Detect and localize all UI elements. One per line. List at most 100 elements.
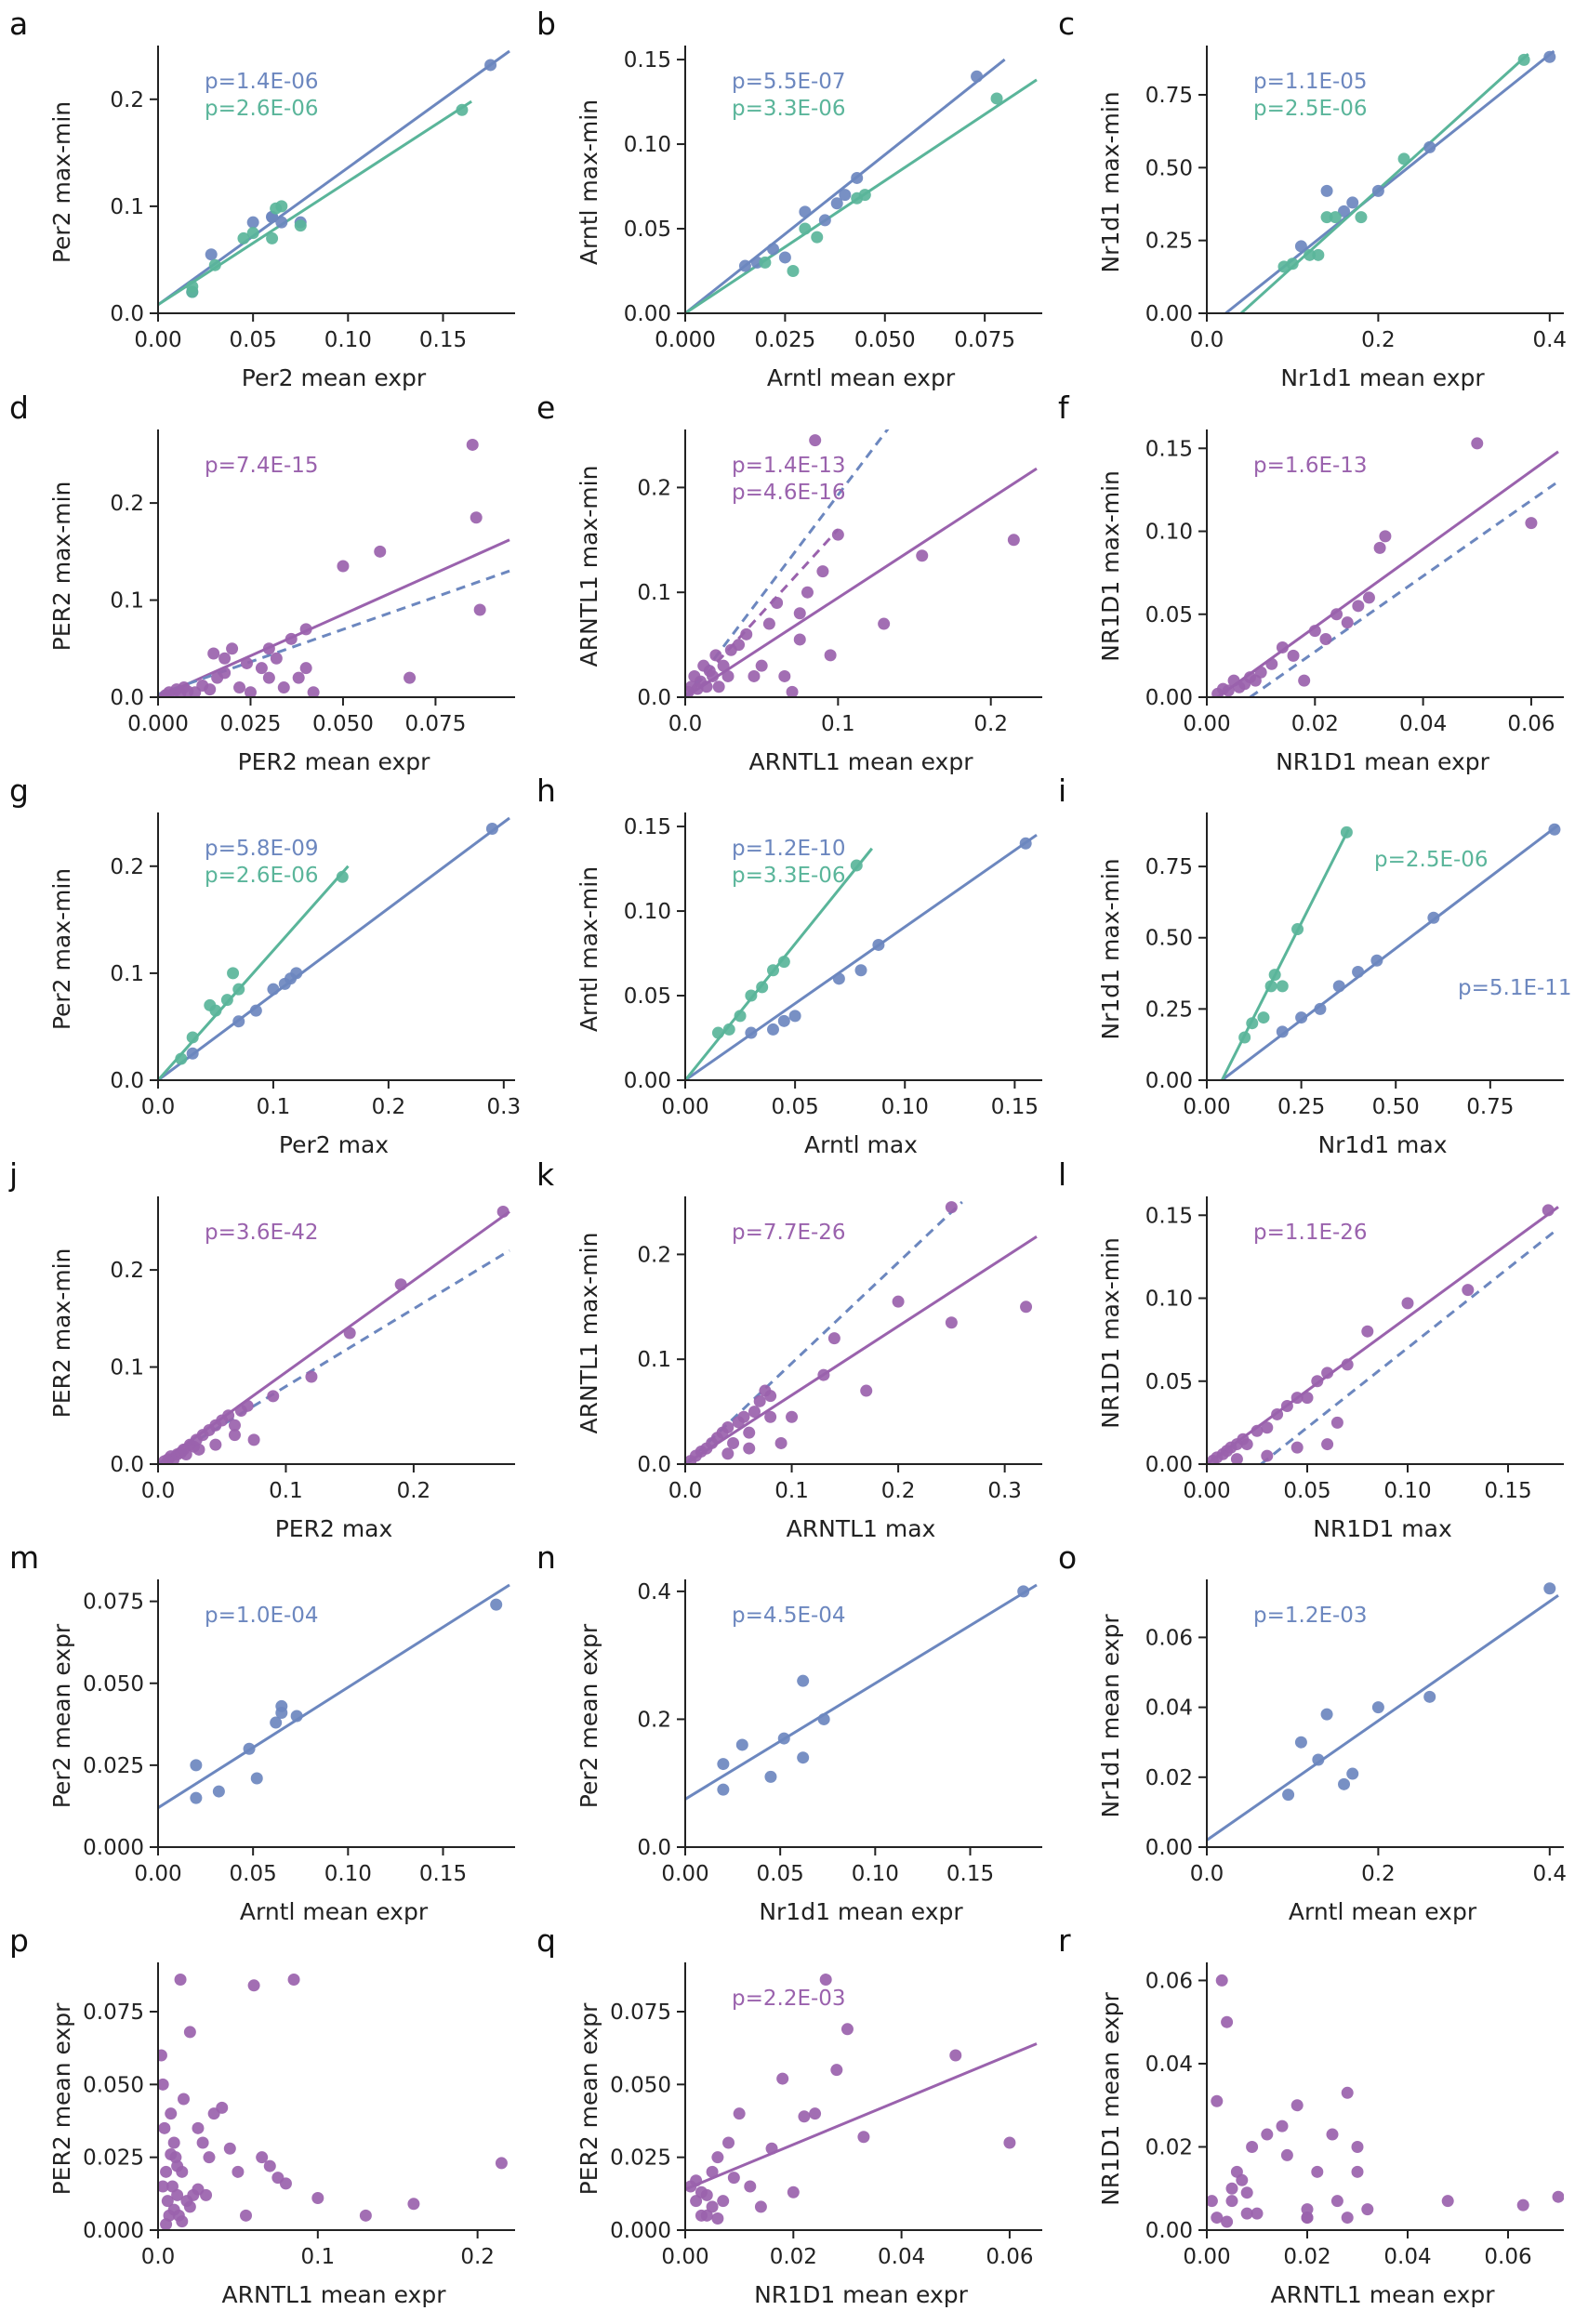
data-point-purple <box>727 2172 740 2185</box>
data-point-purple <box>706 2165 719 2178</box>
y-tick-label: 0.04 <box>1145 1697 1193 1721</box>
data-marks <box>158 438 510 697</box>
data-point-blue <box>767 1023 779 1036</box>
data-point-purple <box>216 2101 229 2114</box>
x-tick-label: 0.1 <box>257 1095 291 1119</box>
data-point-purple <box>1341 616 1354 629</box>
data-point-purple <box>744 2180 757 2193</box>
data-point-green <box>1355 211 1368 224</box>
data-point-blue <box>1332 980 1345 993</box>
x-axis-label: ARNTL1 max <box>787 1515 936 1542</box>
data-point-blue <box>485 823 498 836</box>
data-point-blue <box>1312 1753 1325 1766</box>
data-point-purple <box>1225 2182 1238 2195</box>
x-tick-label: 0.00 <box>661 1095 708 1119</box>
data-point-purple <box>1211 2094 1224 2107</box>
data-point-purple <box>827 1332 840 1345</box>
data-point-purple <box>1236 2173 1249 2186</box>
data-point-green <box>1320 211 1333 224</box>
data-point-purple <box>1516 2199 1529 2212</box>
data-point-purple <box>1246 2140 1259 2153</box>
data-point-green <box>1286 257 1299 271</box>
data-point-purple <box>192 2183 205 2196</box>
data-point-blue <box>190 1759 203 1772</box>
y-tick-label: 0.0 <box>637 686 671 710</box>
y-tick-label: 0.2 <box>637 476 671 500</box>
data-point-purple <box>241 1399 254 1412</box>
data-marks <box>1211 437 1559 697</box>
panel-q: q 0.00 0.02 0.04 0.06 0.000 0.025 0.050 0.075 NR1… <box>536 1922 1042 2308</box>
data-point-purple <box>1326 2128 1339 2141</box>
data-point-purple <box>305 1370 318 1383</box>
data-marks <box>1220 823 1561 1080</box>
x-tick-label: 0.000 <box>127 712 189 736</box>
x-tick-label: 0.75 <box>1466 1095 1514 1119</box>
y-axis-label: PER2 mean expr <box>576 2002 602 2196</box>
data-point-green <box>1329 211 1342 224</box>
y-tick-label: 0.04 <box>1145 2053 1193 2077</box>
p-value-label: p=4.5E-04 <box>732 1604 846 1628</box>
x-tick-label: 0.0 <box>668 1479 703 1503</box>
y-tick-label: 0.15 <box>1145 437 1193 461</box>
data-point-purple <box>228 1419 241 1432</box>
data-point-purple <box>1230 1453 1243 1464</box>
data-point-purple <box>285 632 298 645</box>
data-point-purple <box>263 2159 276 2172</box>
x-tick-label: 0.02 <box>1291 712 1339 736</box>
data-point-blue <box>1543 50 1556 63</box>
data-point-blue <box>249 1004 262 1017</box>
data-marks <box>685 833 1038 1080</box>
data-point-purple <box>267 1390 280 1403</box>
x-axis-label: Arntl mean expr <box>1289 1898 1477 1925</box>
panel-p: p 0.0 0.1 0.2 0.000 0.025 0.050 0.075 ARNTL1 mea… <box>9 1922 515 2308</box>
data-point-purple <box>690 2174 703 2187</box>
y-tick-label: 0.00 <box>1145 1069 1193 1093</box>
p-value-label: p=4.6E-16 <box>732 481 846 505</box>
data-point-blue <box>797 1674 810 1687</box>
y-tick-label: 0.1 <box>110 962 144 986</box>
data-point-purple <box>240 656 253 669</box>
data-point-purple <box>711 2151 724 2164</box>
data-point-blue <box>267 983 280 996</box>
data-point-purple <box>764 1410 777 1423</box>
p-value-label: p=1.4E-06 <box>205 70 319 94</box>
data-point-purple <box>733 639 746 652</box>
data-point-green <box>1246 1017 1259 1030</box>
dashed-fit-line-blue-dash <box>1260 1227 1559 1464</box>
data-point-green <box>711 1026 724 1039</box>
y-tick-label: 0.00 <box>1145 686 1193 710</box>
x-tick-label: 0.15 <box>946 1862 994 1886</box>
data-point-purple <box>831 528 844 541</box>
data-point-blue <box>1295 1011 1308 1024</box>
x-tick-label: 0.050 <box>312 712 374 736</box>
x-axis-label: ARNTL1 mean expr <box>222 2281 447 2308</box>
data-point-purple <box>1007 534 1020 547</box>
fit-line-green <box>1239 53 1529 313</box>
data-point-blue <box>717 1758 730 1771</box>
data-point-green <box>745 989 758 1002</box>
data-point-purple <box>762 617 775 630</box>
x-tick-label: 0.0 <box>668 712 703 736</box>
data-point-green <box>734 1010 747 1023</box>
data-point-purple <box>407 2198 420 2211</box>
data-point-purple <box>765 2142 778 2155</box>
y-tick-label: 0.00 <box>1145 1836 1193 1860</box>
data-marks <box>158 49 510 307</box>
data-point-purple <box>1020 1301 1033 1314</box>
x-tick-label: 0.3 <box>487 1095 522 1119</box>
x-axis-label: Per2 mean expr <box>242 364 427 391</box>
x-tick-label: 0.0 <box>141 1479 176 1503</box>
data-point-green <box>208 258 221 271</box>
y-tick-label: 0.05 <box>624 984 671 1009</box>
data-point-green <box>767 964 779 977</box>
x-tick-label: 0.15 <box>419 1862 467 1886</box>
data-point-purple <box>743 1426 756 1439</box>
panel-n: n 0.00 0.05 0.10 0.15 0.0 0.2 0.4 Nr1d1 mean exp… <box>536 1539 1042 1925</box>
data-point-blue <box>1346 1767 1359 1780</box>
data-point-purple <box>1351 2140 1364 2153</box>
y-axis-label: Arntl max-min <box>576 866 602 1032</box>
data-point-blue <box>1320 184 1333 197</box>
data-point-purple <box>1280 2148 1293 2161</box>
y-tick-label: 0.25 <box>1145 997 1193 1022</box>
y-tick-label: 0.025 <box>610 2146 671 2171</box>
